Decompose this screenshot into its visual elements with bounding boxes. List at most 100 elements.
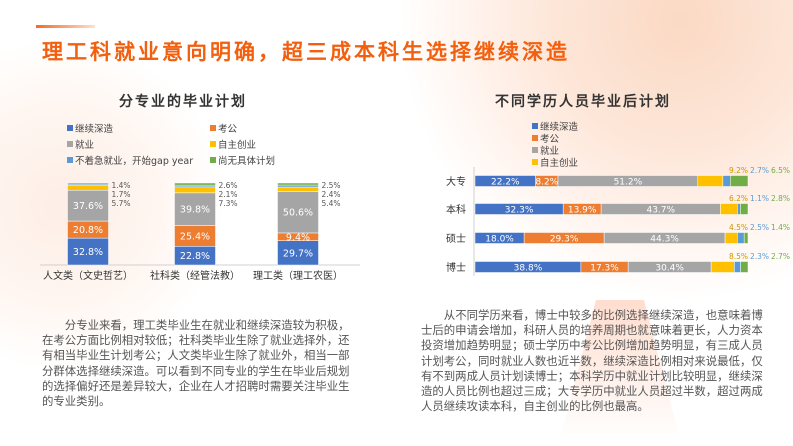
right-chart-title: 不同学历人员毕业后计划 — [495, 94, 671, 110]
data-label: 1.4% — [112, 181, 131, 190]
bar-segment — [277, 240, 319, 266]
data-label: 2.8% — [771, 194, 790, 203]
legend-label: 考公 — [540, 134, 560, 145]
legend-swatch — [67, 125, 73, 131]
data-label: 6.5% — [771, 166, 790, 175]
data-label: 32.8% — [73, 247, 103, 258]
data-label: 17.3% — [590, 264, 619, 274]
data-label: 13.9% — [568, 206, 597, 216]
category-label: 博士 — [446, 261, 466, 274]
legend-item: 考公 — [210, 124, 237, 135]
bar-segment — [174, 184, 216, 188]
category-label: 大专 — [446, 175, 466, 188]
data-label: 2.3% — [750, 252, 769, 261]
bar-segment — [174, 192, 216, 226]
legend-item: 不着急就业，开始gap year — [67, 156, 193, 167]
data-label: 44.3% — [650, 235, 679, 245]
title-accent-bar — [36, 25, 95, 28]
category-label: 硕士 — [446, 232, 466, 245]
data-label: 1.4% — [771, 223, 790, 232]
bar-segment — [277, 184, 319, 188]
data-label: 8.5% — [729, 252, 748, 261]
data-label: 20.8% — [73, 225, 103, 236]
legend-swatch — [210, 141, 216, 147]
left-chart-title: 分专业的毕业计划 — [119, 94, 247, 110]
bar-segment — [734, 261, 741, 273]
legend-label: 继续深造 — [75, 124, 114, 135]
data-label: 43.7% — [646, 206, 675, 216]
legend-swatch — [210, 157, 216, 163]
data-label: 9.2% — [729, 166, 748, 175]
bar-segment — [740, 261, 749, 273]
data-label: 2.4% — [322, 190, 341, 199]
data-label: 29.7% — [283, 248, 313, 259]
legend-label: 自主创业 — [218, 140, 257, 151]
legend-item: 继续深造 — [532, 122, 578, 133]
left-analysis-paragraph: 分专业来看，理工类毕业生在就业和继续深造较为积极，在考公方面比例相对较低；社科类… — [42, 318, 350, 409]
data-label: 2.7% — [750, 166, 769, 175]
data-label: 2.5% — [750, 223, 769, 232]
bar-segment — [277, 186, 319, 192]
bar-segment — [737, 203, 741, 215]
legend-label: 就业 — [540, 146, 560, 157]
legend-label: 考公 — [218, 124, 238, 135]
legend-label: 继续深造 — [540, 122, 579, 133]
legend-item: 就业 — [67, 140, 94, 151]
bar-segment — [730, 175, 749, 187]
bar-segment — [67, 237, 109, 266]
data-label: 2.6% — [219, 181, 238, 190]
data-label: 37.6% — [73, 201, 103, 212]
category-label: 理工类（理工农医） — [253, 269, 343, 282]
legend-label: 尚无具体计划 — [218, 156, 276, 167]
bar-segment — [277, 191, 319, 234]
data-label: 30.4% — [655, 264, 684, 274]
legend-item: 自主创业 — [532, 158, 578, 169]
data-label: 7.3% — [219, 199, 238, 208]
legend-swatch — [67, 141, 73, 147]
data-label: 6.2% — [729, 194, 748, 203]
data-label: 9.4% — [286, 232, 310, 243]
legend-swatch — [532, 147, 538, 153]
data-label: 2.1% — [219, 190, 238, 199]
legend-swatch — [532, 123, 538, 129]
data-label: 2.7% — [771, 252, 790, 261]
data-label: 50.6% — [283, 208, 313, 219]
data-label: 22.2% — [491, 178, 520, 188]
bar-segment — [743, 232, 749, 244]
data-label: 51.2% — [614, 178, 643, 188]
bar-segment — [67, 189, 109, 222]
bar-segment — [697, 175, 724, 187]
data-label: 22.8% — [180, 251, 210, 262]
legend-swatch — [532, 159, 538, 165]
legend-label: 不着急就业，开始gap year — [75, 156, 194, 167]
data-label: 18.0% — [485, 235, 514, 245]
bar-segment — [67, 185, 109, 191]
data-label: 2.5% — [322, 181, 341, 190]
data-label: 38.8% — [514, 264, 543, 274]
bar-segment — [174, 186, 216, 194]
legend-label: 就业 — [75, 140, 95, 151]
bar-segment — [710, 261, 735, 273]
bar-segment — [720, 203, 738, 215]
bar-segment — [740, 203, 749, 215]
legend-label: 自主创业 — [540, 158, 579, 169]
data-label: 25.4% — [180, 231, 210, 242]
data-label: 32.3% — [505, 206, 534, 216]
data-label: 1.7% — [112, 190, 131, 199]
data-label: 5.4% — [322, 199, 341, 208]
data-label: 29.3% — [550, 235, 579, 245]
bar-segment — [67, 182, 109, 185]
bar-segment — [277, 182, 319, 186]
bar-segment — [174, 182, 216, 186]
data-label: 5.7% — [112, 199, 131, 208]
bar-segment — [722, 175, 731, 187]
legend-swatch — [532, 135, 538, 141]
legend-item: 尚无具体计划 — [210, 156, 275, 167]
legend-item: 就业 — [532, 146, 559, 157]
data-label: 39.8% — [180, 205, 210, 216]
data-label: 4.5% — [729, 223, 748, 232]
legend-swatch — [67, 157, 73, 163]
legend-swatch — [210, 125, 216, 131]
legend-item: 继续深造 — [67, 124, 113, 135]
